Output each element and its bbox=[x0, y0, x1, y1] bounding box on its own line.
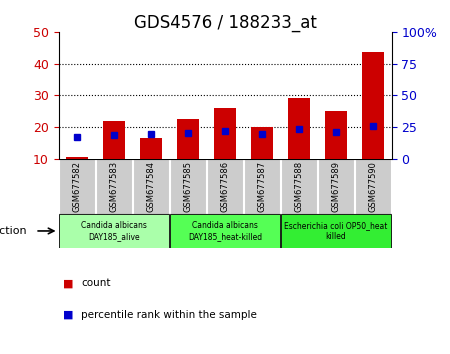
Text: GSM677583: GSM677583 bbox=[109, 161, 118, 212]
Bar bbox=[325, 111, 347, 159]
Text: ■: ■ bbox=[63, 278, 73, 288]
Text: ■: ■ bbox=[63, 310, 73, 320]
Bar bbox=[362, 52, 384, 159]
Text: infection: infection bbox=[0, 226, 27, 236]
Bar bbox=[288, 98, 310, 159]
Text: Candida albicans
DAY185_alive: Candida albicans DAY185_alive bbox=[81, 221, 147, 241]
Text: percentile rank within the sample: percentile rank within the sample bbox=[81, 310, 257, 320]
Bar bbox=[355, 159, 392, 214]
Bar bbox=[281, 159, 317, 214]
Bar bbox=[58, 214, 169, 248]
Bar bbox=[281, 214, 392, 248]
Bar bbox=[140, 138, 162, 159]
Bar bbox=[58, 159, 95, 214]
Bar bbox=[207, 159, 243, 214]
Bar bbox=[214, 108, 236, 159]
Text: count: count bbox=[81, 278, 111, 288]
Text: GSM677588: GSM677588 bbox=[294, 161, 303, 212]
Text: GSM677590: GSM677590 bbox=[369, 161, 378, 212]
Text: Candida albicans
DAY185_heat-killed: Candida albicans DAY185_heat-killed bbox=[188, 221, 262, 241]
Text: GSM677586: GSM677586 bbox=[220, 161, 230, 212]
Text: GSM677584: GSM677584 bbox=[147, 161, 156, 212]
Bar bbox=[66, 157, 88, 159]
Text: GSM677585: GSM677585 bbox=[184, 161, 193, 212]
Bar bbox=[251, 127, 273, 159]
Title: GDS4576 / 188233_at: GDS4576 / 188233_at bbox=[134, 14, 316, 32]
Text: GSM677589: GSM677589 bbox=[332, 161, 341, 212]
Bar bbox=[244, 159, 280, 214]
Bar bbox=[96, 159, 132, 214]
Bar bbox=[170, 159, 206, 214]
Text: GSM677582: GSM677582 bbox=[72, 161, 81, 212]
Bar bbox=[177, 119, 199, 159]
Text: Escherichia coli OP50_heat
killed: Escherichia coli OP50_heat killed bbox=[284, 221, 388, 241]
Bar bbox=[103, 121, 125, 159]
Bar bbox=[133, 159, 169, 214]
Bar bbox=[170, 214, 280, 248]
Text: GSM677587: GSM677587 bbox=[257, 161, 266, 212]
Bar bbox=[318, 159, 354, 214]
